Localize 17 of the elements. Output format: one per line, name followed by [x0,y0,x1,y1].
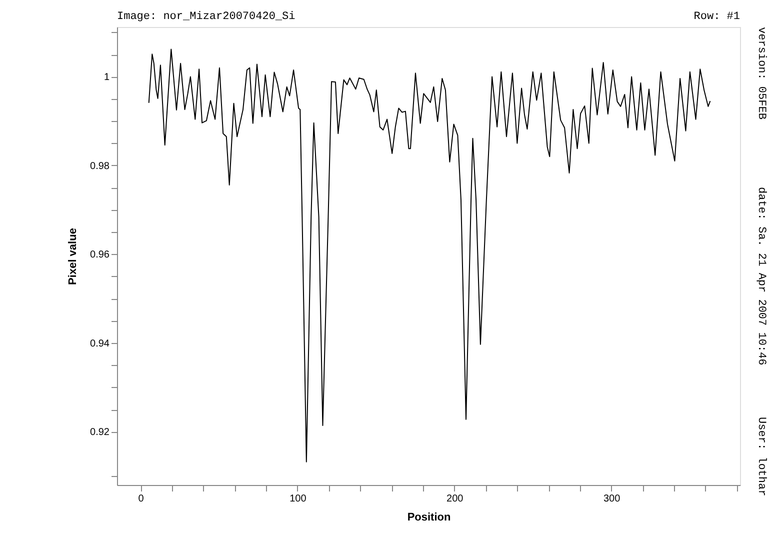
x-tick-label: 200 [446,494,464,504]
x-axis-title: Position [407,512,451,524]
y-tick-label: 0.92 [90,427,110,438]
text: Row: #1 [694,11,740,23]
y-tick-label: 0.98 [90,160,110,172]
x-tick-label: 100 [290,494,307,504]
x-tick-label: 0 [138,494,144,504]
line-series [148,48,711,462]
text: date: Sa. 21 Apr 2007 10:46 [755,187,767,366]
y-tick-label: 0.94 [90,338,110,350]
text: User: lothar [755,417,767,496]
y-tick-label: 1 [104,72,110,84]
x-tick-label: 300 [603,494,621,504]
y-axis-title: Pixel value [67,228,80,285]
text: version: 05FEB [755,27,767,120]
y-tick-label: 0.96 [90,250,110,261]
chart-title: Image: nor_Mizar20070420_Si [117,11,296,23]
